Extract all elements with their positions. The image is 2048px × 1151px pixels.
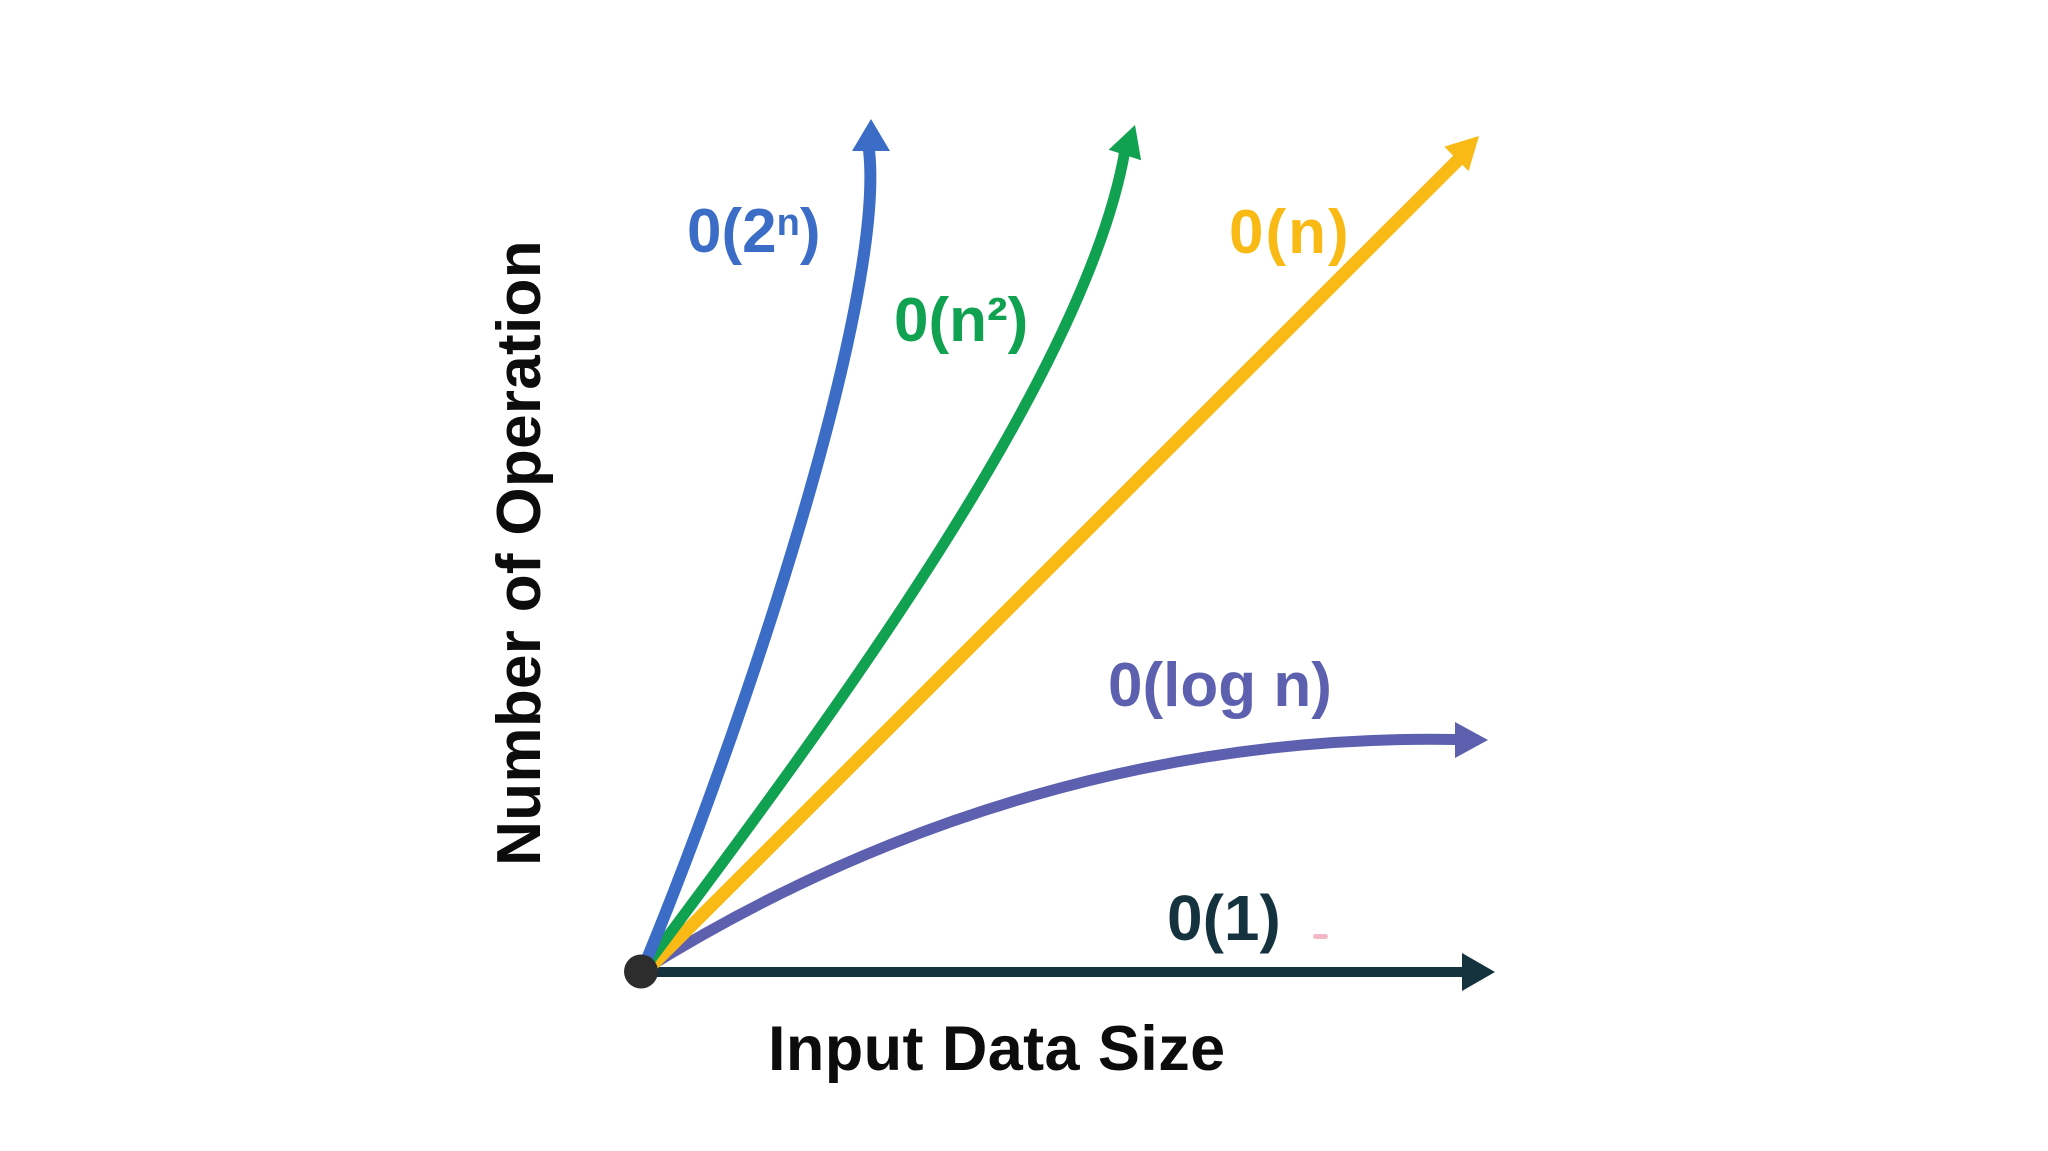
- svg-text:Number of Operation: Number of Operation: [485, 240, 554, 866]
- svg-text:0(2n): 0(2n): [687, 197, 820, 266]
- svg-text:Input Data Size: Input Data Size: [768, 1014, 1226, 1084]
- svg-text:0(n²): 0(n²): [894, 286, 1028, 355]
- svg-text:0(log n): 0(log n): [1108, 651, 1332, 720]
- svg-text:0(1): 0(1): [1167, 882, 1281, 954]
- svg-text:0(n): 0(n): [1229, 198, 1351, 267]
